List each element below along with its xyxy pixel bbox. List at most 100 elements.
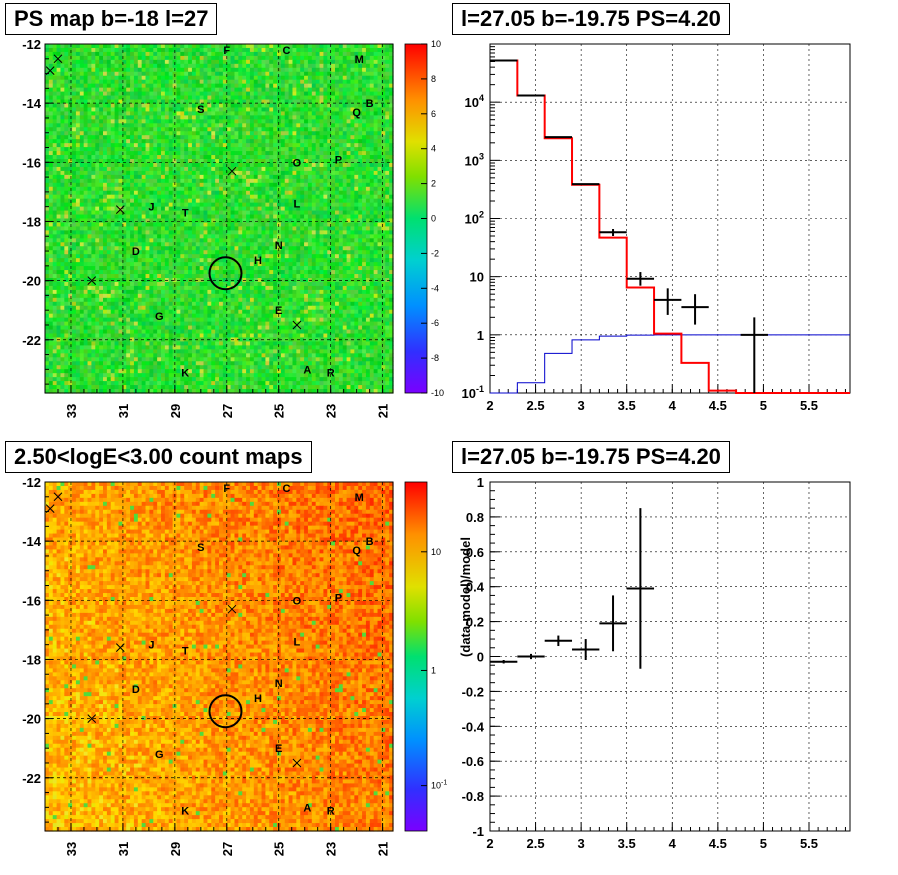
tl-map-pixel [60, 262, 65, 267]
tl-map-pixel [338, 91, 344, 97]
tl-map-pixel [304, 119, 309, 124]
tl-map-pixel [188, 226, 193, 231]
tl-map-pixel [45, 218, 50, 224]
tl-map-pixel [327, 123, 332, 128]
tl-map-pixel [164, 127, 170, 132]
tl-map-pixel [122, 242, 127, 247]
tl-map-pixel [60, 139, 65, 144]
tl-map-pixel [280, 258, 286, 263]
tl-map-pixel [83, 115, 89, 120]
tl-map-pixel [238, 206, 243, 212]
tl-map-pixel [130, 182, 135, 188]
tl-map-pixel [195, 258, 201, 263]
tl-map-pixel [118, 218, 123, 224]
tl-map-pixel [176, 87, 181, 93]
tl-map-pixel [315, 206, 321, 212]
tl-map-pixel [323, 127, 328, 132]
tl-map-pixel [377, 99, 382, 105]
tl-map-pixel [304, 178, 309, 184]
tl-map-pixel [91, 95, 96, 101]
tl-map-pixel [176, 186, 181, 192]
tl-map-pixel [191, 159, 197, 164]
tl-map-pixel [323, 55, 328, 61]
tl-map-pixel [133, 107, 139, 113]
tl-map-pixel [219, 63, 224, 69]
tl-map-pixel [365, 258, 371, 263]
tl-map-pixel [257, 75, 263, 81]
tl-map-pixel [122, 67, 127, 73]
tl-map-pixel [168, 59, 174, 65]
tl-map-pixel [137, 55, 143, 61]
tl-map-pixel [280, 44, 286, 49]
tl-map-pixel [335, 238, 340, 243]
tl-map-pixel [79, 162, 85, 168]
tl-map-pixel [246, 170, 251, 176]
tl-map-pixel [157, 162, 162, 168]
tl-map-pixel [215, 222, 220, 228]
tl-map-pixel [45, 103, 50, 109]
tl-map-pixel [265, 186, 270, 192]
tl-map-pixel [211, 75, 216, 81]
tl-map-pixel [265, 238, 270, 243]
tl-map-pixel [110, 143, 116, 148]
tl-map-pixel [369, 218, 375, 224]
tl-map-pixel [242, 210, 247, 216]
tl-map-pixel [161, 222, 166, 228]
tl-map-pixel [56, 206, 62, 212]
tl-map-pixel [269, 131, 274, 136]
tl-map-pixel [72, 151, 77, 156]
tl-map-pixel [110, 190, 116, 196]
tl-map-pixel [265, 210, 270, 216]
tl-map-pixel [323, 198, 328, 204]
tl-map-pixel [249, 159, 255, 164]
tl-map-pixel [199, 162, 205, 168]
tl-map-pixel [277, 83, 282, 89]
tl-map-pixel [180, 210, 185, 216]
tl-map-pixel [215, 87, 220, 93]
tl-map-pixel [354, 190, 359, 196]
tl-map-pixel [381, 99, 386, 105]
tl-map-pixel [358, 206, 363, 212]
tl-map-pixel [238, 127, 243, 132]
tl-map-pixel [323, 99, 328, 105]
tl-map-pixel [130, 83, 135, 89]
tl-map-pixel [300, 99, 305, 105]
tl-map-pixel [311, 79, 317, 85]
tl-map-pixel [373, 99, 379, 105]
tl-map-pixel [350, 91, 355, 97]
tl-map-pixel [242, 230, 247, 235]
tl-map-pixel [149, 111, 154, 116]
tl-map-pixel [257, 51, 263, 57]
tl-map-pixel [346, 234, 352, 239]
tl-map-pixel [226, 67, 232, 73]
tl-map-pixel [133, 222, 139, 228]
tl-map-pixel [87, 230, 92, 235]
tl-map-pixel [180, 151, 185, 156]
tl-map-pixel [300, 174, 305, 180]
tl-map-pixel [72, 123, 77, 128]
tl-map-pixel [48, 107, 54, 113]
tl-map-pixel [188, 107, 193, 113]
tl-map-pixel [161, 250, 166, 255]
tl-map-pixel [238, 254, 243, 259]
tl-map-pixel [242, 107, 247, 113]
tl-map-pixel [381, 95, 386, 101]
tl-map-pixel [335, 218, 340, 224]
tl-map-pixel [323, 202, 328, 208]
tl-map-pixel [79, 210, 85, 216]
tl-map-pixel [238, 119, 243, 124]
tl-map-pixel [277, 139, 282, 144]
tl-map-pixel [369, 59, 375, 65]
tl-map-pixel [207, 83, 212, 89]
tl-map-pixel [133, 230, 139, 235]
tl-map-pixel [389, 87, 394, 93]
tl-map-pixel [91, 123, 96, 128]
tl-map-pixel [72, 147, 77, 152]
tl-map-pixel [149, 234, 154, 239]
tl-map-pixel [176, 103, 181, 109]
tl-map-pixel [315, 123, 321, 128]
tl-map-pixel [377, 87, 382, 93]
tl-map-pixel [280, 67, 286, 73]
tl-map-pixel [253, 44, 259, 49]
tl-map-pixel [257, 59, 263, 65]
